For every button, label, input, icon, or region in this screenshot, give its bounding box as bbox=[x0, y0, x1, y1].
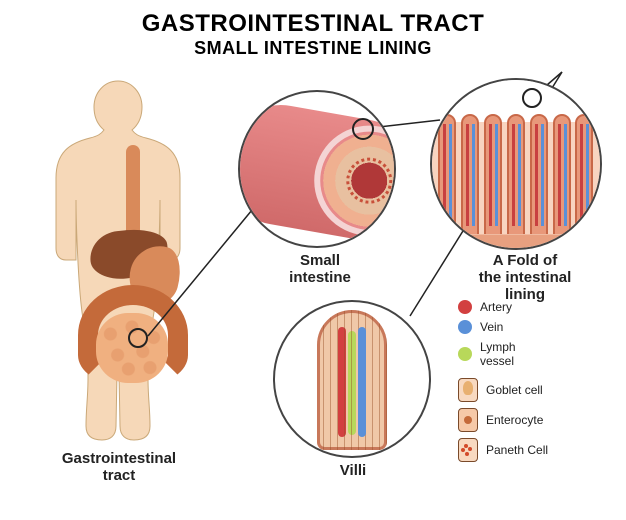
intestine-tube-icon bbox=[238, 96, 396, 248]
villus-icon bbox=[438, 114, 456, 234]
title-main: GASTROINTESTINAL TRACT bbox=[0, 10, 626, 38]
body-silhouette bbox=[18, 75, 218, 445]
legend-goblet: Goblet cell bbox=[458, 378, 618, 402]
title-sub: SMALL INTESTINE LINING bbox=[0, 38, 626, 59]
legend-enterocyte: Enterocyte bbox=[458, 408, 618, 432]
fold-circle bbox=[430, 78, 602, 250]
callout-marker-body bbox=[128, 328, 148, 348]
small-intestine-label: Smallintestine bbox=[260, 252, 380, 286]
legend-artery: Artery bbox=[458, 300, 618, 314]
villi-label: Villi bbox=[318, 462, 388, 479]
intestine-crosssection-icon bbox=[306, 117, 396, 244]
small-intestine-circle bbox=[238, 90, 396, 248]
legend-paneth: Paneth Cell bbox=[458, 438, 618, 462]
legend-label: Paneth Cell bbox=[486, 443, 548, 457]
artery-swatch-icon bbox=[458, 300, 472, 314]
callout-marker-wall bbox=[352, 118, 374, 140]
small-intestine-icon bbox=[96, 313, 168, 383]
villus-icon bbox=[530, 114, 548, 234]
villus-icon bbox=[484, 114, 502, 234]
legend: Artery Vein Lymphvessel Goblet cell Ente… bbox=[458, 300, 618, 468]
villus-icon bbox=[507, 114, 525, 234]
legend-label: Goblet cell bbox=[486, 383, 543, 397]
villus-icon bbox=[553, 114, 571, 234]
legend-label: Lymphvessel bbox=[480, 340, 516, 368]
fold-label: A Fold ofthe intestinallining bbox=[445, 252, 605, 303]
villus-detail-icon bbox=[317, 310, 387, 450]
legend-label: Enterocyte bbox=[486, 413, 543, 427]
vein-swatch-icon bbox=[458, 320, 472, 334]
lymph-vessel-icon bbox=[348, 331, 356, 435]
title-block: GASTROINTESTINAL TRACT SMALL INTESTINE L… bbox=[0, 0, 626, 59]
legend-label: Artery bbox=[480, 300, 512, 314]
villus-icon bbox=[461, 114, 479, 234]
legend-lymph: Lymphvessel bbox=[458, 340, 618, 368]
callout-marker-villus-tip bbox=[522, 88, 542, 108]
goblet-cell-icon bbox=[458, 378, 478, 402]
legend-label: Vein bbox=[480, 320, 503, 334]
villi-row bbox=[436, 102, 596, 234]
villi-circle bbox=[273, 300, 431, 458]
villus-icon bbox=[575, 114, 593, 234]
lymph-swatch-icon bbox=[458, 347, 472, 361]
body-label: Gastrointestinaltract bbox=[34, 450, 204, 484]
legend-vein: Vein bbox=[458, 320, 618, 334]
paneth-cell-icon bbox=[458, 438, 478, 462]
enterocyte-icon bbox=[458, 408, 478, 432]
